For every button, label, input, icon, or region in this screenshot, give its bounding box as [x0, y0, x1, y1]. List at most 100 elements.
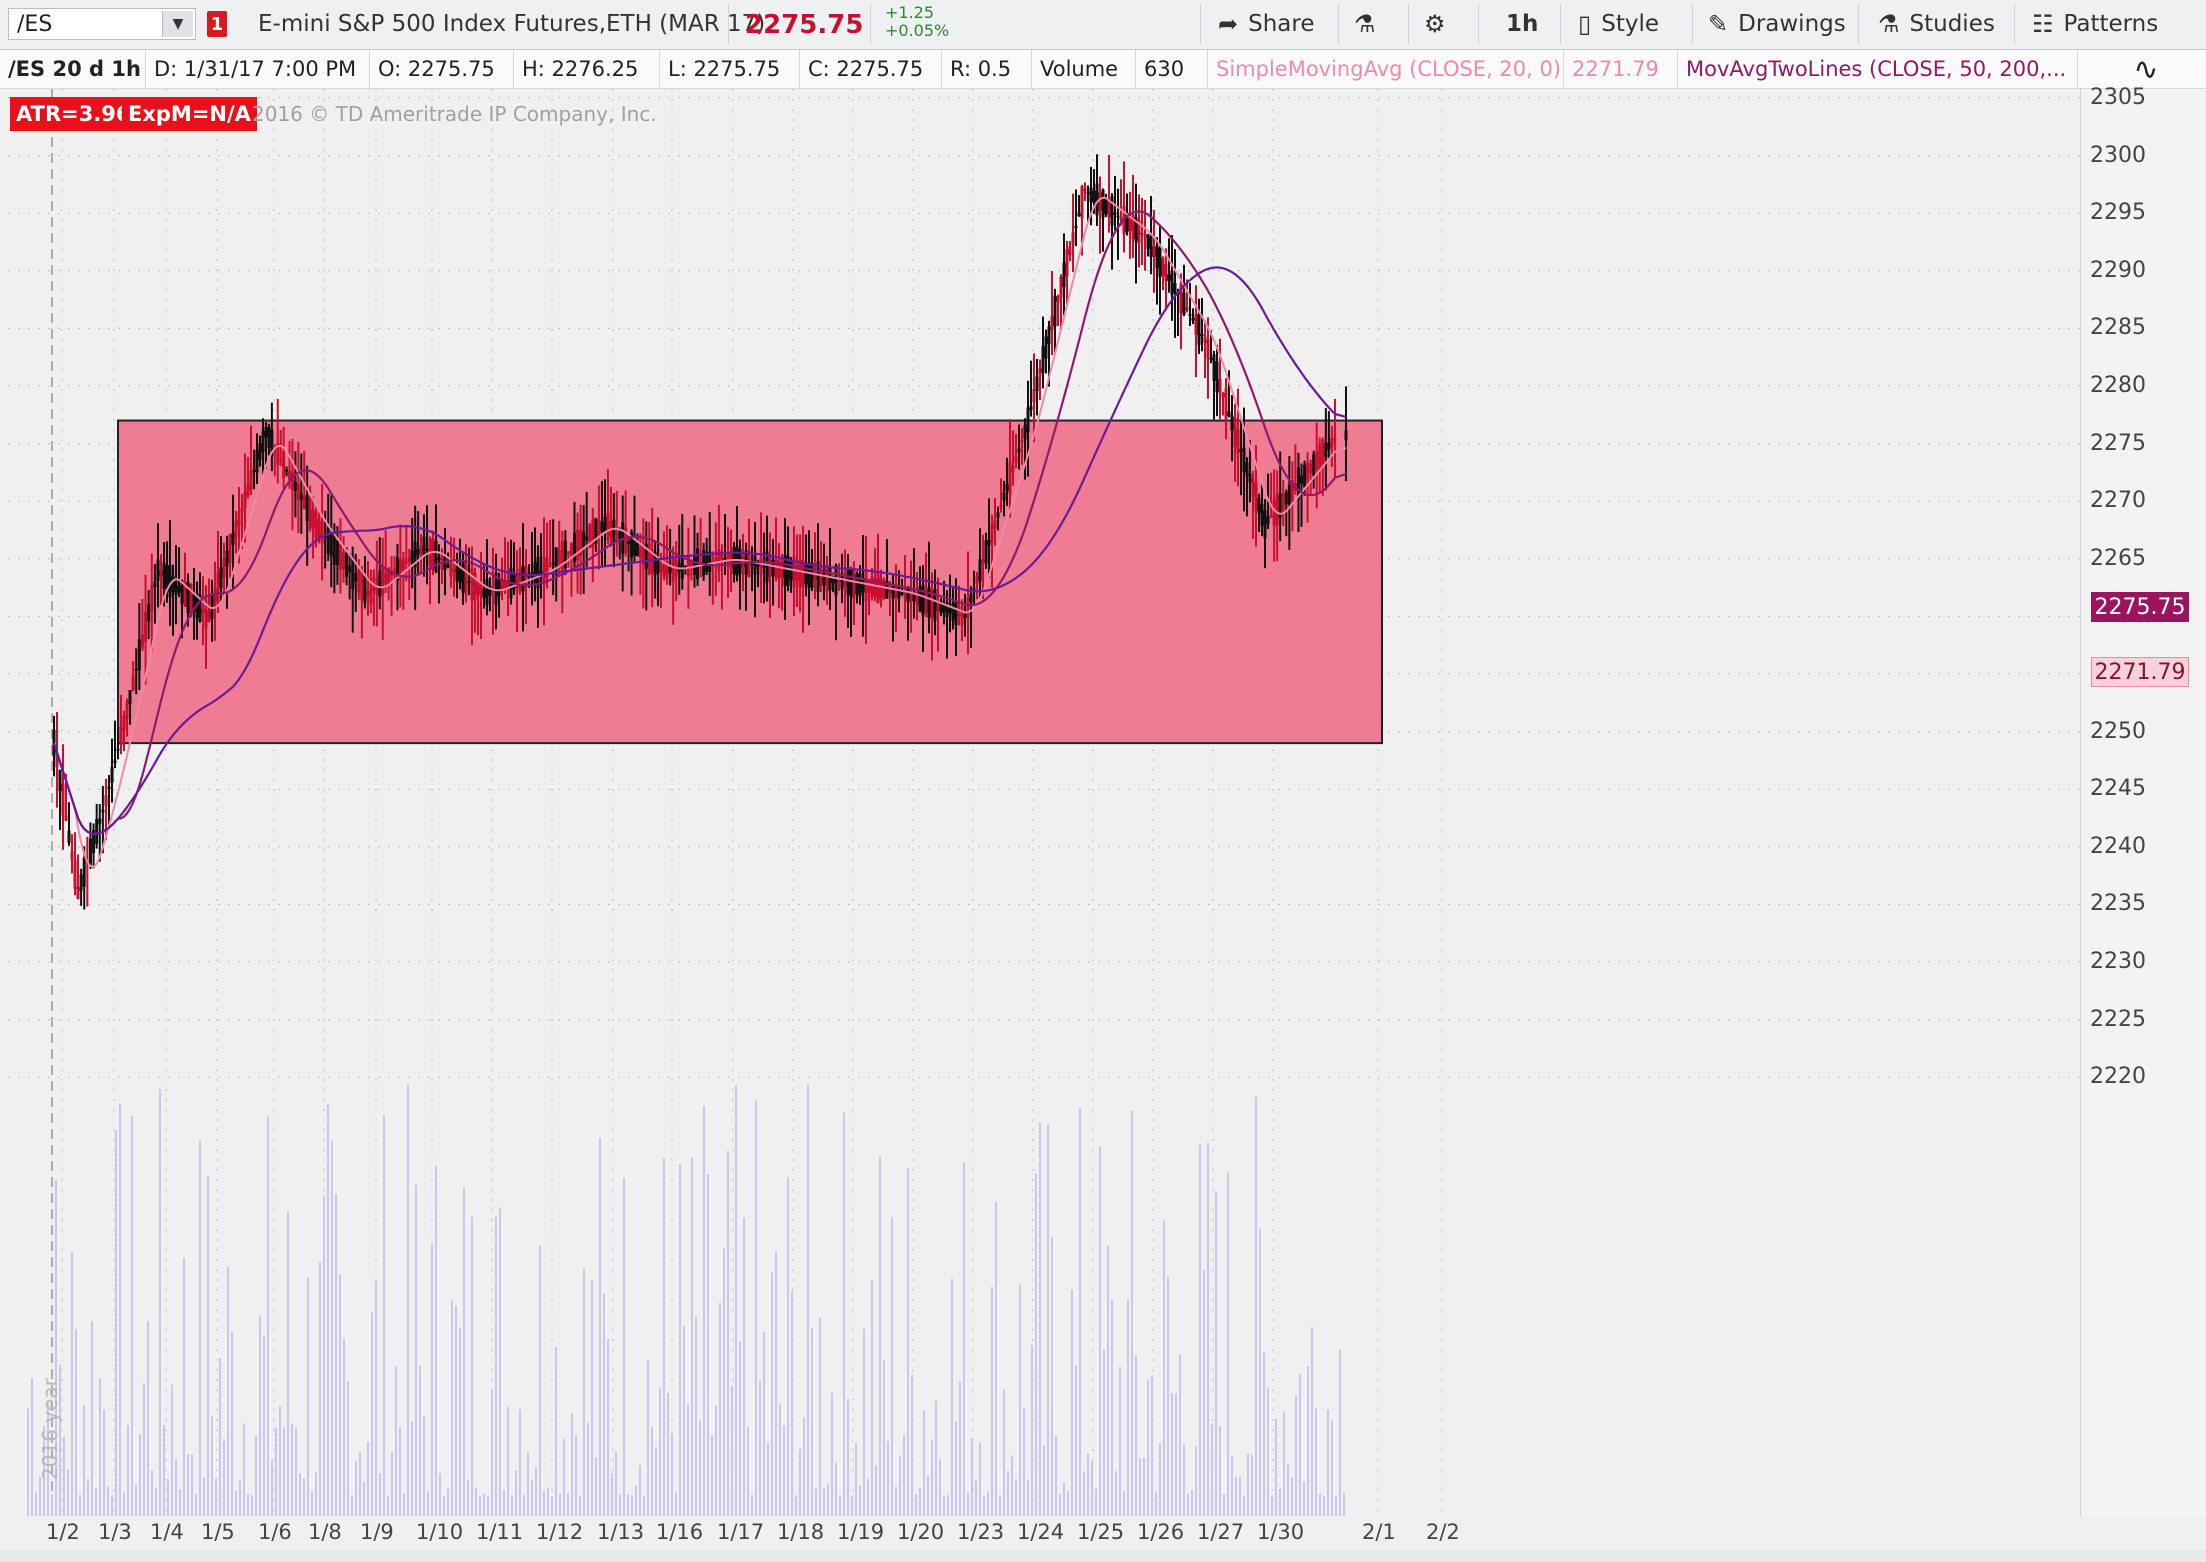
candle-body [813, 572, 817, 580]
candle-body [410, 550, 414, 564]
candle-body [1044, 336, 1048, 359]
candle-body [70, 851, 74, 860]
candle-body [855, 573, 859, 595]
share-icon: ➦ [1218, 10, 1239, 38]
candle-body [470, 568, 474, 600]
mav2-study-label[interactable]: MovAvgTwoLines (CLOSE, 50, 200,... [1678, 50, 2078, 88]
candle-body [957, 613, 961, 616]
candle-body [279, 459, 283, 462]
price-tick-label: 2265 [2090, 545, 2146, 571]
candle-body [921, 585, 925, 616]
sma-study-label[interactable]: SimpleMovingAvg (CLOSE, 20, 0) [1208, 50, 1564, 88]
candle-body [849, 569, 853, 597]
symbol-input[interactable]: /ES ▼ [8, 8, 196, 40]
candle-body [1251, 478, 1255, 497]
candle-body [765, 551, 769, 583]
candle-body [825, 564, 829, 592]
candle-body [288, 471, 292, 480]
ma-50-line [52, 210, 1347, 835]
price-tick-label: 2225 [2090, 1006, 2146, 1032]
timeframe-button[interactable]: 1h [1506, 8, 1538, 40]
change-abs: +1.25 [885, 3, 935, 22]
year-watermark: 2016 year [38, 1378, 62, 1480]
candle-body [1266, 516, 1270, 525]
drawings-button[interactable]: ✎ Drawings [1708, 8, 1846, 40]
candle-body [192, 594, 196, 612]
candle-body [1344, 430, 1348, 440]
candle-body [1101, 189, 1105, 219]
candle-body [533, 562, 537, 586]
candle-body [696, 548, 700, 580]
candle-body [644, 543, 648, 570]
candle-body [153, 581, 157, 588]
candle-body [104, 795, 108, 807]
candle-body [210, 594, 214, 619]
candle-body [437, 557, 441, 560]
date-tick-label: 1/16 [656, 1520, 704, 1544]
candle-body [828, 567, 832, 591]
chart-canvas[interactable] [8, 89, 2080, 1516]
candle-body [798, 559, 802, 587]
gear-icon: ⚙ [1424, 10, 1446, 38]
bar-date: D: 1/31/17 7:00 PM [146, 50, 370, 88]
candle-body [683, 565, 687, 568]
candle-body [1275, 493, 1279, 526]
candle-body [1312, 454, 1316, 476]
candle-body [1134, 217, 1138, 242]
candle-body [222, 558, 226, 578]
link-group-badge[interactable]: 1 [207, 11, 227, 37]
price-tick-label: 2250 [2090, 718, 2146, 744]
chart-toolbar: /ES ▼ 1 E-mini S&P 500 Index Futures,ETH… [0, 0, 2206, 50]
chevron-down-icon[interactable]: ▼ [162, 11, 193, 37]
candle-body [723, 557, 727, 560]
candle-body [960, 605, 964, 626]
candle-body [641, 544, 645, 565]
candle-body [506, 579, 510, 589]
divider [1692, 4, 1693, 44]
candle-body [969, 593, 973, 603]
price-tick-label: 2235 [2090, 891, 2146, 917]
change-pct: +0.05% [885, 21, 950, 40]
candle-body [1215, 361, 1219, 392]
candle-body [156, 559, 160, 581]
last-price-tag: 2275.75 [2091, 592, 2189, 622]
chart-info-bar: /ES 20 d 1h D: 1/31/17 7:00 PM O: 2275.7… [0, 50, 2206, 89]
candle-body [891, 583, 895, 599]
price-tick-label: 2300 [2090, 142, 2146, 168]
price-chart[interactable] [8, 89, 2080, 1516]
candle-body [1068, 246, 1072, 256]
candle-body [320, 521, 324, 544]
collapse-studies-icon[interactable]: ∿ [2133, 51, 2159, 87]
candle-body [1011, 466, 1015, 472]
patterns-button[interactable]: ☷ Patterns [2032, 8, 2158, 40]
candle-body [656, 558, 660, 574]
candle-body [551, 562, 555, 565]
candle-body [846, 569, 850, 595]
candle-body [831, 575, 835, 584]
candle-body [216, 572, 220, 603]
candle-body [308, 497, 312, 529]
candle-body [1071, 232, 1075, 245]
candle-body [1146, 233, 1150, 249]
candle-body [234, 520, 238, 538]
candle-body [524, 566, 528, 588]
candle-body [58, 769, 62, 792]
candle-body [180, 580, 184, 604]
candle-body [912, 592, 916, 602]
style-button[interactable]: ▯ Style [1578, 8, 1659, 40]
studies-button[interactable]: ⚗ Studies [1878, 8, 1995, 40]
price-tick-label: 2220 [2090, 1064, 2146, 1090]
settings-button[interactable]: ⚙ [1424, 8, 1456, 40]
candle-body [774, 559, 778, 578]
candle-body [852, 568, 856, 599]
candle-body [783, 554, 787, 586]
price-axis[interactable] [2080, 89, 2206, 1516]
divider [1408, 4, 1409, 44]
candle-body [131, 675, 135, 691]
flask-button[interactable]: ⚗ [1354, 8, 1386, 40]
candle-body [1206, 339, 1210, 359]
share-button[interactable]: ➦ Share [1218, 8, 1314, 40]
candle-body [261, 431, 265, 453]
candle-body [88, 838, 92, 866]
chart-scrollbar[interactable] [0, 1550, 2206, 1562]
